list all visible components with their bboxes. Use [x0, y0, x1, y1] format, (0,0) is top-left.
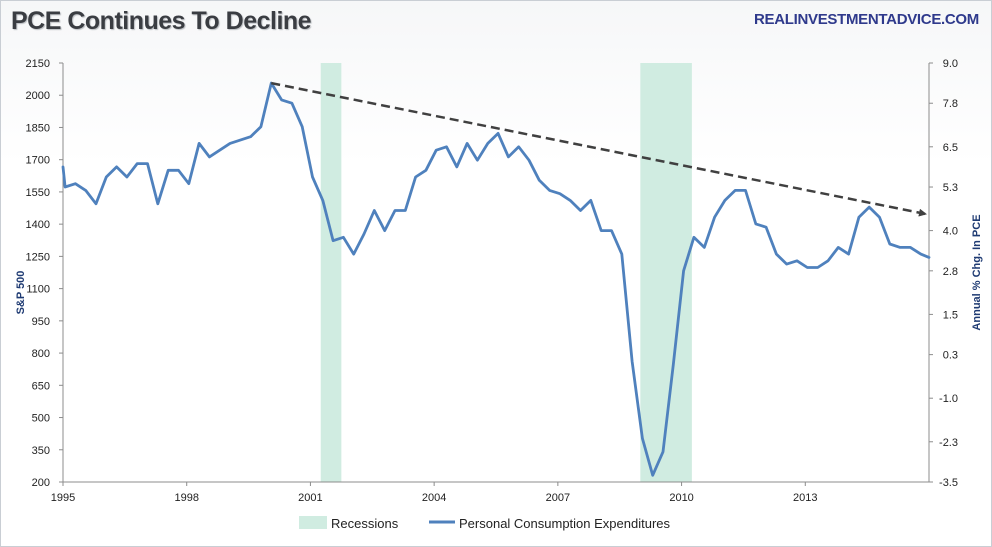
- left-tick-label: 800: [32, 348, 50, 360]
- legend-swatch-recessions: [299, 516, 327, 529]
- series-line-pce: [61, 81, 931, 477]
- left-tick-label: 950: [32, 316, 50, 328]
- left-tick-label: 1100: [26, 284, 50, 296]
- x-tick-label: 1995: [51, 492, 75, 504]
- trend-line-arrow: [271, 81, 927, 217]
- x-tick-label: 2010: [669, 492, 693, 504]
- left-tick-label: 1250: [26, 251, 50, 263]
- right-tick-label: 1.5: [943, 309, 958, 321]
- right-tick-label: -1.0: [939, 393, 958, 405]
- left-tick-label: 1550: [26, 187, 50, 199]
- right-tick-label: 5.3: [943, 182, 958, 194]
- right-tick-label: 6.5: [943, 142, 958, 154]
- right-tick-label: 0.3: [943, 350, 958, 362]
- left-tick-label: 650: [32, 380, 50, 392]
- source-watermark: REALINVESTMENTADVICE.COM: [753, 11, 979, 28]
- left-tick-label: 200: [32, 477, 50, 489]
- right-tick-label: 4.0: [943, 226, 958, 238]
- right-tick-label: -3.5: [939, 477, 958, 489]
- recession-band-1: [320, 63, 342, 482]
- left-tick-label: 1700: [26, 155, 50, 167]
- x-tick-label: 2007: [546, 492, 570, 504]
- left-tick-label: 500: [32, 413, 50, 425]
- legend: Recessions Personal Consumption Expenditu…: [299, 516, 671, 531]
- x-tick-label: 1998: [174, 492, 198, 504]
- axes: 200 350 500 650 800 950 1100 1250 1400 1550 1700 18…: [15, 58, 983, 504]
- x-tick-label: 2013: [793, 492, 817, 504]
- right-tick-label: 2.8: [943, 266, 958, 278]
- legend-label-pce: Personal Consumption Expenditures: [459, 516, 671, 531]
- recession-bands: [320, 63, 692, 482]
- left-tick-label: 2150: [26, 58, 50, 70]
- x-tick-label: 2004: [422, 492, 446, 504]
- x-tick-label: 2001: [298, 492, 322, 504]
- right-tick-label: 9.0: [943, 58, 958, 70]
- left-tick-label: 1400: [26, 219, 50, 231]
- left-tick-label: 350: [32, 445, 50, 457]
- series: [61, 81, 931, 477]
- left-tick-label: 1850: [26, 122, 50, 134]
- legend-label-recessions: Recessions: [331, 516, 399, 531]
- left-tick-label: 2000: [26, 90, 50, 102]
- chart-title: PCE Continues To Decline: [11, 7, 312, 35]
- right-tick-label: -2.3: [939, 437, 958, 449]
- right-tick-label: 7.8: [943, 98, 958, 110]
- right-axis-title: Annual % Chg. In PCE: [971, 214, 983, 330]
- left-axis-title: S&P 500: [15, 271, 27, 315]
